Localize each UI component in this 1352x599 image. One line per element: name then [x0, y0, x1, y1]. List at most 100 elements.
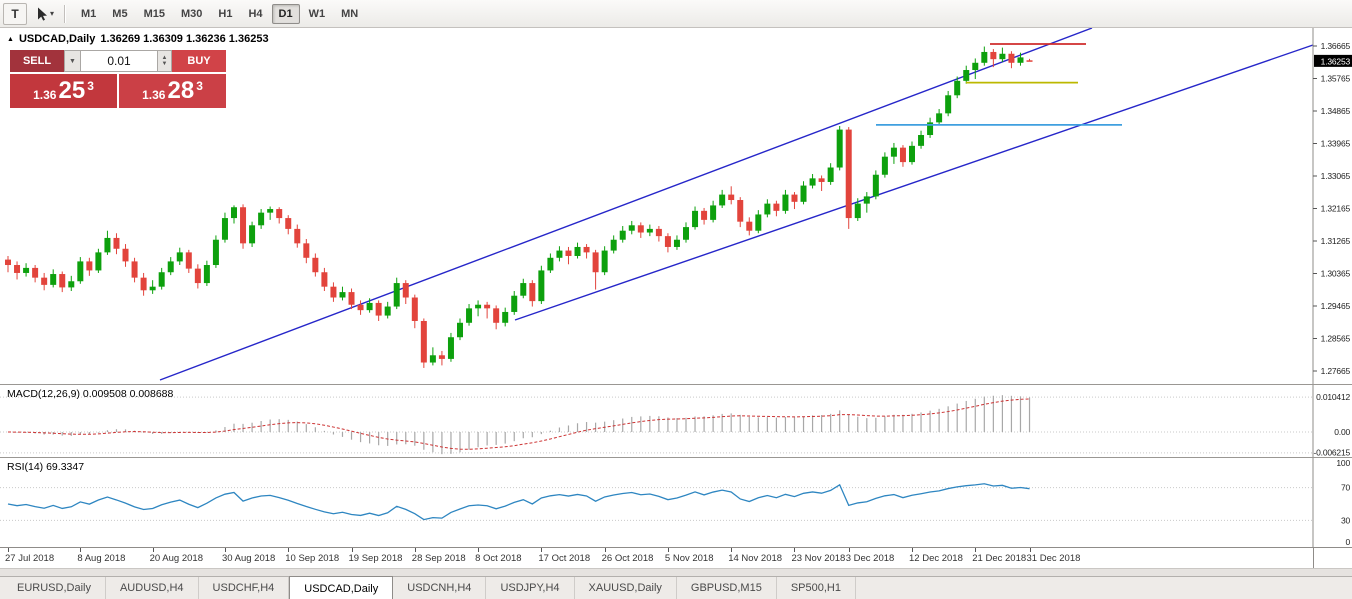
timeframe-button-m1[interactable]: M1	[81, 7, 97, 20]
volume-input[interactable]: 0.01	[81, 50, 157, 72]
buy-button[interactable]: BUY	[172, 50, 226, 72]
timeframe-button-m5[interactable]: M5	[112, 7, 128, 20]
timeframe-button-mn[interactable]: MN	[341, 7, 359, 20]
chart-tab-usdcnh-h4[interactable]: USDCNH,H4	[393, 577, 487, 599]
buy-price-display[interactable]: 1.36 28 3	[119, 74, 226, 108]
svg-text:70: 70	[1341, 483, 1351, 493]
chart-ohlc-values: 1.36269 1.36309 1.36236 1.36253	[100, 33, 269, 45]
sell-price-main: 1.36	[33, 87, 57, 102]
macd-panel[interactable]: 0.010412 0.00 -0.006215	[0, 385, 1352, 458]
macd-signal-line	[7, 398, 1030, 450]
chart-tab-sp500-h1[interactable]: SP500,H1	[777, 577, 856, 599]
date-axis-label: 14 Nov 2018	[728, 553, 783, 564]
svg-text:-0.006215: -0.006215	[1314, 448, 1351, 458]
volume-stepper[interactable]: ▲ ▼	[157, 50, 172, 72]
date-axis-tick	[794, 548, 796, 552]
rsi-panel-separator[interactable]	[0, 457, 1352, 458]
svg-text:1.33965: 1.33965	[1321, 139, 1351, 149]
date-axis-tick	[152, 548, 154, 552]
date-axis-label: 26 Oct 2018	[601, 553, 654, 564]
chart-header: ▲ USDCAD,Daily 1.36269 1.36309 1.36236 1…	[7, 33, 269, 45]
chart-tab-bar: EURUSD,Daily AUDUSD,H4 USDCHF,H4 USDCAD,Dai…	[0, 576, 1352, 599]
svg-text:1.34865: 1.34865	[1321, 106, 1351, 116]
top-toolbar: T ▾ M1 M5 M15 M30 H1 H4 D1 W1 MN	[0, 0, 1352, 28]
date-axis-label: 20 Aug 2018	[149, 553, 203, 564]
svg-text:1.32165: 1.32165	[1321, 204, 1351, 214]
timeframe-button-m30[interactable]: M30	[180, 7, 203, 20]
svg-text:1.35765: 1.35765	[1321, 74, 1351, 84]
svg-text:0.00: 0.00	[1334, 427, 1350, 437]
chart-tab-eurusd-daily[interactable]: EURUSD,Daily	[3, 577, 106, 599]
chart-tab-audusd-h4[interactable]: AUDUSD,H4	[106, 577, 199, 599]
chart-tab-xauusd-daily[interactable]: XAUUSD,Daily	[575, 577, 677, 599]
date-axis-label: 10 Sep 2018	[285, 553, 340, 564]
rsi-panel[interactable]: 100 70 30 0	[0, 458, 1352, 547]
svg-text:1.31265: 1.31265	[1321, 236, 1351, 246]
rsi-indicator-label: RSI(14) 69.3347	[7, 461, 85, 473]
svg-text:100: 100	[1336, 458, 1350, 468]
date-axis-label: 28 Sep 2018	[411, 553, 466, 564]
main-chart[interactable]: 1.36665 1.35765 1.34865 1.33965 1.33065 1.321…	[0, 28, 1352, 384]
svg-text:1.36253: 1.36253	[1321, 56, 1351, 66]
date-axis-label: 21 Dec 2018	[972, 553, 1027, 564]
chart-symbol-title: USDCAD,Daily	[18, 33, 96, 45]
timeframe-button-h1[interactable]: H1	[218, 7, 233, 20]
timeframe-toolbar: M1 M5 M15 M30 H1 H4 D1 W1 MN	[73, 3, 366, 24]
date-axis-tick	[288, 548, 290, 552]
rsi-line	[7, 483, 1030, 521]
chevron-down-icon: ▾	[50, 9, 55, 18]
axis-gutter-line	[1313, 548, 1314, 568]
date-axis-tick	[975, 548, 977, 552]
chevron-down-icon: ▼	[69, 57, 76, 65]
date-axis-label: 27 Jul 2018	[5, 553, 55, 564]
svg-text:30: 30	[1341, 515, 1351, 525]
macd-indicator-label: MACD(12,26,9) 0.009508 0.008688	[7, 388, 174, 400]
svg-text:1.27665: 1.27665	[1321, 366, 1351, 376]
chart-tab-usdchf-h4[interactable]: USDCHF,H4	[199, 577, 290, 599]
sell-price-big: 25	[58, 77, 86, 104]
volume-dropdown-button[interactable]: ▼	[64, 50, 81, 72]
collapse-triangle-icon[interactable]: ▲	[7, 35, 14, 43]
chart-tab-usdjpy-h4[interactable]: USDJPY,H4	[486, 577, 575, 599]
sell-price-display[interactable]: 1.36 25 3	[10, 74, 117, 108]
chart-tab-usdcad-daily[interactable]: USDCAD,Daily	[289, 576, 394, 599]
date-axis-tick	[541, 548, 543, 552]
trend-channel-lines[interactable]	[159, 28, 1314, 381]
date-axis-tick	[80, 548, 82, 552]
price-axis: 1.36665 1.35765 1.34865 1.33965 1.33065 1.321…	[1312, 28, 1351, 384]
date-axis-label: 30 Aug 2018	[221, 553, 276, 564]
chart-tab-gbpusd-m15[interactable]: GBPUSD,M15	[677, 577, 777, 599]
timeframe-button-d1[interactable]: D1	[271, 3, 300, 24]
date-axis[interactable]: 27 Jul 2018 8 Aug 2018 20 Aug 2018 30 Aug 2…	[0, 547, 1352, 568]
window-bottom: EURUSD,Daily AUDUSD,H4 USDCHF,H4 USDCAD,Dai…	[0, 568, 1352, 599]
svg-text:1.28565: 1.28565	[1321, 334, 1351, 344]
date-axis-tick	[1029, 548, 1031, 552]
date-axis-tick	[667, 548, 669, 552]
svg-text:0.010412: 0.010412	[1316, 392, 1350, 402]
date-axis-label: 3 Dec 2018	[845, 553, 895, 564]
date-axis-tick	[8, 548, 9, 552]
macd-panel-separator[interactable]	[0, 384, 1352, 385]
date-axis-tick	[478, 548, 480, 552]
timeframe-button-h4[interactable]: H4	[248, 7, 263, 20]
date-axis-label: 19 Sep 2018	[348, 553, 403, 564]
pointer-icon	[38, 7, 47, 21]
horizontal-level-lines[interactable]	[876, 43, 1122, 126]
toolbar-letter-button[interactable]: T	[3, 2, 27, 25]
date-axis-label: 17 Oct 2018	[538, 553, 591, 564]
current-price-tag: 1.36253	[1314, 54, 1352, 67]
timeframe-button-w1[interactable]: W1	[308, 7, 326, 20]
toolbar-separator	[64, 4, 67, 23]
cursor-tool-button[interactable]: ▾	[33, 5, 57, 23]
date-axis-label: 5 Nov 2018	[664, 553, 714, 564]
candlestick-series	[5, 46, 1033, 368]
sell-button[interactable]: SELL	[10, 50, 64, 72]
svg-text:1.30365: 1.30365	[1321, 269, 1351, 279]
stepper-down-icon: ▼	[161, 61, 168, 67]
date-axis-label: 12 Dec 2018	[909, 553, 963, 564]
stepper-up-icon: ▲	[161, 55, 168, 61]
timeframe-button-m15[interactable]: M15	[143, 7, 165, 20]
date-axis-tick	[351, 548, 353, 552]
date-axis-tick	[848, 548, 850, 552]
buy-price-big: 28	[167, 77, 195, 104]
